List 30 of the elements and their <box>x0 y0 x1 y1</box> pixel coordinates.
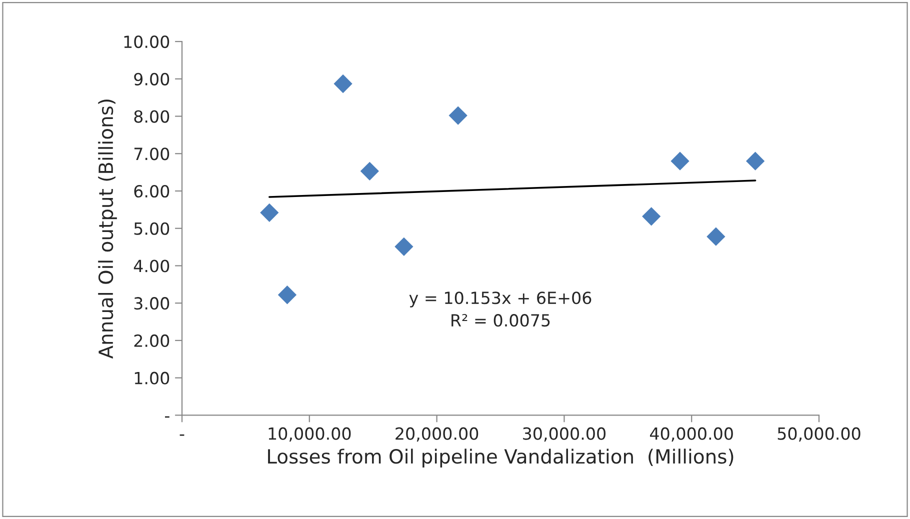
y-tick-label: 7.00 <box>134 148 170 160</box>
x-tick-label: 10,000.00 <box>268 427 351 442</box>
point <box>260 203 279 222</box>
y-tick-label: 9.00 <box>134 72 170 86</box>
x-tick-label: 30,000.00 <box>523 427 606 442</box>
point <box>670 152 690 170</box>
y-tick-label: 4.00 <box>134 260 170 272</box>
y-tick-label: 5.00 <box>134 222 170 235</box>
y-tick-label: 2.00 <box>134 334 170 348</box>
y-tick-label: 10.00 <box>124 35 170 48</box>
point <box>706 227 726 246</box>
point <box>642 207 661 226</box>
annotation: y = 10.153x + 6E+06 R² = 0.0075 <box>409 292 592 327</box>
y-tick-label: 8.00 <box>134 110 170 123</box>
x-tick-label: 40,000.00 <box>650 427 733 442</box>
y-tick-label: 1.00 <box>134 372 170 384</box>
point <box>394 237 414 256</box>
x-tick-label: - <box>180 434 184 436</box>
x-tick-label: 20,000.00 <box>396 427 478 442</box>
y-axis-title: Annual Oil output (Billions) <box>98 100 117 359</box>
x-axis-title: Losses from Oil pipeline Vandalization (Millions) <box>268 448 734 468</box>
point <box>360 162 379 181</box>
point <box>278 286 297 304</box>
point <box>746 152 765 170</box>
point <box>448 106 468 125</box>
x-tick-label: 50,000.00 <box>778 427 860 442</box>
point <box>334 74 352 94</box>
y-tick-label: 6.00 <box>134 184 170 198</box>
y-tick-label: - <box>164 416 170 418</box>
y-tick-label: 3.00 <box>134 297 170 310</box>
